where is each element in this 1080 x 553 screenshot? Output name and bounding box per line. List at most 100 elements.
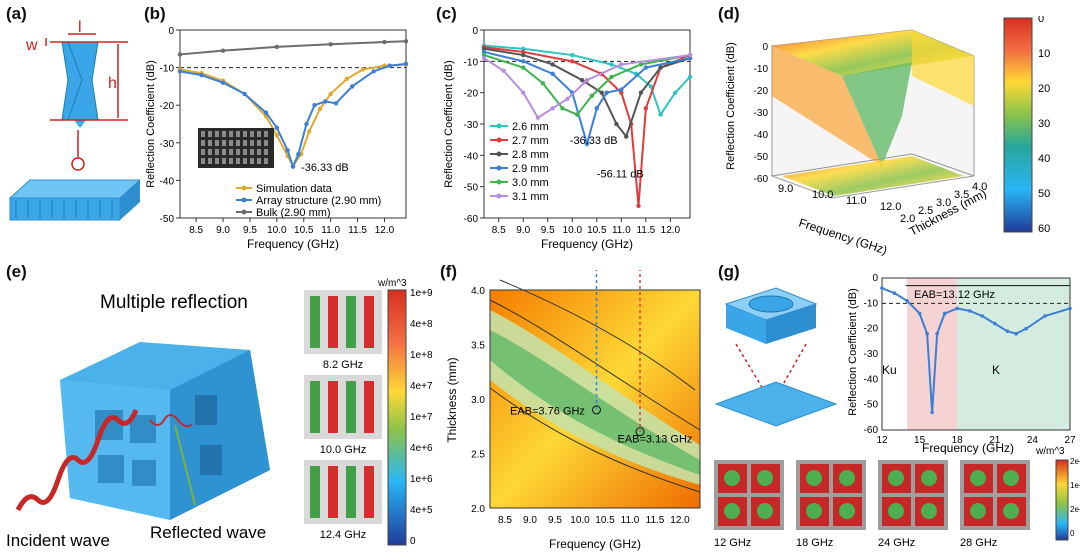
- inset-cell: [229, 131, 233, 137]
- data-point: [579, 77, 585, 83]
- incident-wave-label: Incident wave: [6, 531, 110, 550]
- e-colorbar-unit: w/m^3: [377, 278, 407, 289]
- x-tick-label: 10.0: [570, 515, 590, 526]
- field-hotspot: [806, 503, 822, 519]
- inset-cell: [208, 131, 212, 137]
- x-tick-label: 9.5: [243, 225, 257, 236]
- colorbar-tick: 1e+9: [410, 288, 433, 299]
- y-tick-label: -20: [160, 101, 175, 112]
- data-point: [535, 115, 541, 120]
- inset-cell: [250, 149, 254, 155]
- y-axis-label: Reflection Coefficient (dB): [443, 60, 455, 188]
- reflected-wave-label: Reflected wave: [150, 523, 266, 542]
- y-tick-label: -50: [864, 400, 879, 411]
- panel-b-chart: 8.5 9.0 9.5 10.0 10.5 11.0 11.5 12.0 0 -10 -20 -30 -…: [145, 26, 409, 251]
- colorbar-tick: 60: [1038, 223, 1050, 235]
- data-point: [584, 77, 590, 83]
- data-point: [967, 309, 972, 313]
- field-hotspot: [888, 503, 904, 519]
- y-axis-label: Thickness (mm): [445, 357, 459, 442]
- colorbar-tick: 1e+6: [410, 474, 433, 485]
- inset-cell: [201, 149, 205, 155]
- data-point: [624, 134, 629, 139]
- panel-a-illustration: w l h: [8, 20, 140, 221]
- multiple-reflection-title: Multiple reflection: [100, 292, 248, 313]
- x-tick-label: 10.5: [294, 225, 314, 236]
- x-tick-label: 21: [989, 435, 1001, 446]
- g-colorbar-unit: w/m^3: [1035, 446, 1065, 457]
- inset-cell: [264, 140, 268, 146]
- eab-annotation-2: EAB=3.13 GHz: [618, 434, 693, 446]
- legend-label: 2.6 mm: [512, 121, 549, 133]
- g-colorbar: [1055, 459, 1069, 541]
- y-tick-label: -60: [864, 425, 879, 436]
- x-tick-label: 27: [1064, 435, 1076, 446]
- legend-label: Array structure (2.90 mm): [256, 195, 381, 207]
- x-axis-label: Frequency (GHz): [549, 537, 641, 551]
- panel-e-label: (e): [6, 262, 27, 281]
- y-tick-label: -40: [464, 151, 479, 162]
- data-point: [199, 72, 204, 78]
- data-point: [521, 90, 526, 95]
- plot-frame: [881, 277, 1071, 431]
- colorbar-tick: 1e+8: [410, 350, 433, 361]
- inset-cell: [222, 149, 226, 155]
- legend-marker: [241, 197, 247, 203]
- y-tick-label: -30: [864, 349, 879, 360]
- data-point: [521, 59, 526, 64]
- x-tick-label: 10.5: [595, 515, 615, 526]
- data-point: [403, 39, 409, 44]
- colorbar-tick: 2e+6: [1070, 505, 1080, 514]
- colorbar-tick: 4e+7: [410, 381, 433, 392]
- data-point: [220, 48, 226, 53]
- x-tick-label: 11.5: [348, 225, 367, 236]
- y-tick-label: 3.5: [954, 189, 969, 201]
- data-point: [1024, 326, 1028, 331]
- inset-cell: [236, 149, 240, 155]
- 3d-lattice-cube: [60, 342, 270, 520]
- y-tick-label: -60: [464, 214, 479, 225]
- panel-c-label: (c): [436, 4, 457, 23]
- inset-cell: [215, 131, 219, 137]
- data-point: [880, 286, 884, 290]
- x-tick-label: 9.5: [541, 225, 555, 236]
- panel-d-3d-plot: 0 -10 -20 -30 -40 -50 -60 9.0 10.0 11.0 12.02.02.5…: [725, 16, 1050, 256]
- data-point: [382, 39, 387, 45]
- data-point: [574, 112, 580, 117]
- e-colorbar: [387, 289, 407, 546]
- inset-cell: [257, 140, 261, 146]
- field-strip: [328, 466, 338, 518]
- inset-cell: [229, 140, 233, 146]
- y-tick-label: 4.0: [972, 181, 987, 193]
- y-tick-label: 2.0: [471, 504, 485, 515]
- x-tick-label: 9.0: [216, 225, 230, 236]
- data-point: [905, 299, 909, 303]
- w-dimension: w: [25, 37, 38, 54]
- legend-label: Simulation data: [256, 183, 333, 195]
- x-tick-label: 11.0: [621, 515, 640, 526]
- data-point: [609, 62, 614, 67]
- peak-marker: [635, 427, 645, 437]
- colorbar-tick: 2e+7: [1070, 457, 1080, 466]
- field-strip: [364, 466, 374, 518]
- inset-cell: [222, 131, 226, 137]
- data-point: [274, 44, 280, 50]
- data-point: [636, 203, 641, 209]
- x-tick-label: 12: [876, 435, 888, 446]
- panel-g-label: (g): [718, 262, 740, 281]
- data-point: [643, 65, 649, 70]
- panel-a-label: (a): [6, 4, 27, 23]
- legend-marker: [496, 193, 502, 199]
- field-strip: [364, 381, 374, 433]
- x-tick-label: 18: [952, 435, 964, 446]
- x-tick-label: 24: [1027, 435, 1039, 446]
- y-tick-label: -20: [864, 324, 879, 335]
- field-strip: [346, 381, 356, 433]
- data-point: [925, 331, 929, 336]
- field-hotspot: [724, 470, 740, 486]
- data-point: [643, 106, 649, 111]
- inset-cell: [264, 158, 268, 164]
- field-hotspot: [724, 503, 740, 519]
- y-tick-label: -40: [160, 176, 175, 187]
- x-tick-label: 10.5: [587, 225, 607, 236]
